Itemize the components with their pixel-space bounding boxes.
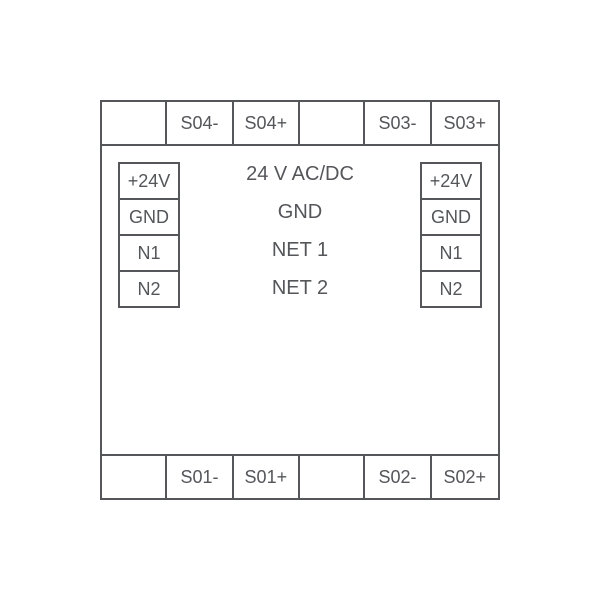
- bottom-terminals-cell-0: [102, 456, 167, 498]
- top-terminals-cell-1: S04-: [167, 102, 233, 144]
- bottom-terminals-cell-2: S01+: [234, 456, 300, 498]
- top-terminals-cell-3: [300, 102, 365, 144]
- top-terminals-cell-2: S04+: [234, 102, 300, 144]
- center-labels: 24 V AC/DC GND NET 1 NET 2: [102, 162, 498, 300]
- center-label-3: NET 2: [272, 276, 328, 300]
- top-terminals-cell-5: S03+: [432, 102, 498, 144]
- top-terminals-cell-0: [102, 102, 167, 144]
- module-body: +24VGNDN1N2+24VGNDN1N224 V AC/DCGNDNET 1…: [102, 144, 498, 456]
- center-label-0: 24 V AC/DC: [246, 162, 354, 186]
- bottom-terminals: S01-S01+ S02-S02+: [102, 454, 498, 498]
- bottom-terminals-cell-4: S02-: [365, 456, 431, 498]
- bottom-terminals-cell-3: [300, 456, 365, 498]
- bottom-terminals-cell-1: S01-: [167, 456, 233, 498]
- center-label-2: NET 1: [272, 238, 328, 262]
- top-terminals-cell-4: S03-: [365, 102, 431, 144]
- module-outline: S04-S04+S03-S03+S01-S01+S02-S02++24VGNDN…: [100, 100, 500, 500]
- bottom-terminals-cell-5: S02+: [432, 456, 498, 498]
- center-label-1: GND: [278, 200, 322, 224]
- top-terminals: S04-S04+ S03-S03+: [102, 102, 498, 146]
